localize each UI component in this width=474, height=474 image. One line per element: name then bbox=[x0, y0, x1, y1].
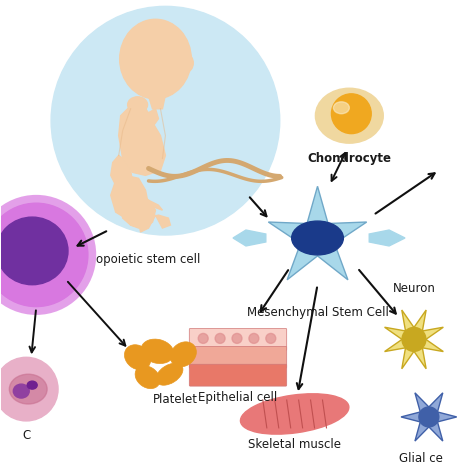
Text: Mesenchymal Stem Cell: Mesenchymal Stem Cell bbox=[246, 306, 389, 319]
FancyBboxPatch shape bbox=[189, 364, 287, 386]
Ellipse shape bbox=[9, 374, 47, 404]
Circle shape bbox=[419, 407, 439, 427]
Ellipse shape bbox=[156, 365, 182, 384]
Ellipse shape bbox=[120, 19, 191, 99]
Ellipse shape bbox=[27, 381, 37, 389]
Circle shape bbox=[198, 333, 208, 343]
FancyBboxPatch shape bbox=[189, 328, 287, 350]
FancyBboxPatch shape bbox=[189, 346, 287, 368]
Text: Platelet: Platelet bbox=[153, 393, 198, 406]
Polygon shape bbox=[111, 175, 148, 220]
Polygon shape bbox=[136, 109, 158, 141]
Circle shape bbox=[249, 333, 259, 343]
Circle shape bbox=[0, 357, 58, 421]
Polygon shape bbox=[121, 185, 155, 228]
Text: Epithelial cell: Epithelial cell bbox=[199, 391, 278, 404]
Circle shape bbox=[215, 333, 225, 343]
Ellipse shape bbox=[0, 217, 68, 285]
Text: Chondrocyte: Chondrocyte bbox=[307, 152, 392, 164]
Text: Skeletal muscle: Skeletal muscle bbox=[248, 438, 341, 451]
Polygon shape bbox=[233, 230, 266, 246]
Circle shape bbox=[402, 328, 426, 351]
Polygon shape bbox=[401, 393, 457, 441]
Polygon shape bbox=[128, 200, 163, 228]
Polygon shape bbox=[384, 310, 443, 369]
Polygon shape bbox=[268, 186, 367, 280]
Ellipse shape bbox=[333, 102, 349, 114]
Ellipse shape bbox=[179, 54, 193, 72]
Text: C: C bbox=[22, 429, 30, 442]
Polygon shape bbox=[148, 93, 165, 109]
Circle shape bbox=[232, 333, 242, 343]
Ellipse shape bbox=[292, 221, 343, 255]
Polygon shape bbox=[128, 109, 151, 136]
Ellipse shape bbox=[13, 384, 29, 398]
Ellipse shape bbox=[240, 394, 349, 434]
Polygon shape bbox=[111, 155, 133, 188]
Polygon shape bbox=[118, 106, 165, 175]
Text: Neuron: Neuron bbox=[392, 282, 436, 295]
Ellipse shape bbox=[126, 347, 150, 368]
Ellipse shape bbox=[316, 88, 383, 143]
Circle shape bbox=[51, 6, 280, 235]
Text: opoietic stem cell: opoietic stem cell bbox=[96, 254, 200, 266]
Polygon shape bbox=[138, 215, 170, 232]
Circle shape bbox=[331, 94, 371, 134]
Circle shape bbox=[266, 333, 276, 343]
Circle shape bbox=[0, 203, 88, 307]
Ellipse shape bbox=[142, 340, 173, 363]
Polygon shape bbox=[369, 230, 405, 246]
Ellipse shape bbox=[168, 343, 199, 365]
Ellipse shape bbox=[128, 97, 147, 113]
Text: Glial ce: Glial ce bbox=[399, 452, 443, 465]
Ellipse shape bbox=[133, 367, 162, 387]
